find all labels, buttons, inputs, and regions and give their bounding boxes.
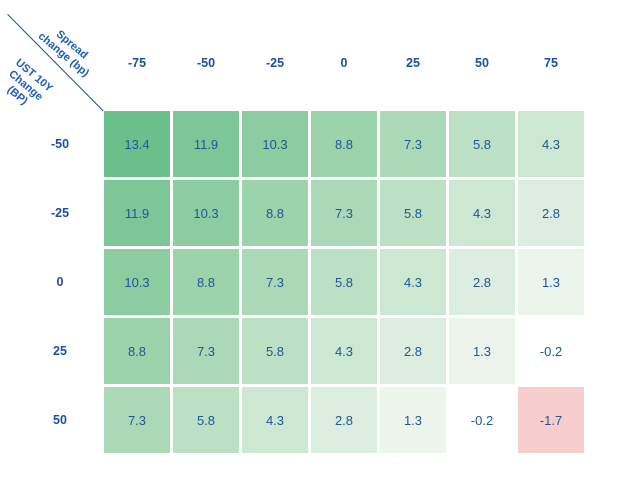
heatmap-cell: 2.8 bbox=[518, 180, 584, 246]
heatmap-cell: 4.3 bbox=[518, 111, 584, 177]
heatmap-cell: 7.3 bbox=[311, 180, 377, 246]
column-header: -75 bbox=[127, 56, 147, 70]
heatmap-cell: -0.2 bbox=[449, 387, 515, 453]
row-header: 25 bbox=[53, 344, 67, 358]
heatmap-cell: 8.8 bbox=[104, 318, 170, 384]
heatmap-cell: 7.3 bbox=[173, 318, 239, 384]
heatmap-cell: 7.3 bbox=[242, 249, 308, 315]
heatmap-cell: 10.3 bbox=[173, 180, 239, 246]
heatmap-cell: 2.8 bbox=[449, 249, 515, 315]
column-header: 50 bbox=[475, 56, 489, 70]
row-labels: -50 -25 0 25 50 bbox=[0, 111, 120, 453]
heatmap-cell: 4.3 bbox=[380, 249, 446, 315]
heatmap-cell: 5.8 bbox=[380, 180, 446, 246]
heatmap-cell: 8.8 bbox=[242, 180, 308, 246]
row-header: -50 bbox=[50, 137, 70, 151]
heatmap-cell: 5.8 bbox=[449, 111, 515, 177]
column-headers: -75 -50 -25 0 25 50 75 bbox=[104, 50, 584, 76]
row-header: 0 bbox=[56, 275, 64, 289]
column-header: 25 bbox=[406, 56, 420, 70]
heatmap-cell: 2.8 bbox=[380, 318, 446, 384]
row-header: -25 bbox=[50, 206, 70, 220]
heatmap-cell: 4.3 bbox=[242, 387, 308, 453]
heatmap-cell: -1.7 bbox=[518, 387, 584, 453]
heatmap-cell: 1.3 bbox=[518, 249, 584, 315]
heatmap-cell: 13.4 bbox=[104, 111, 170, 177]
column-header: -25 bbox=[265, 56, 285, 70]
row-header: 50 bbox=[53, 413, 67, 427]
heatmap-cell: 10.3 bbox=[242, 111, 308, 177]
heatmap-cell: -0.2 bbox=[518, 318, 584, 384]
heatmap-cell: 7.3 bbox=[104, 387, 170, 453]
heatmap-cell: 8.8 bbox=[173, 249, 239, 315]
heatmap-grid: 13.4 11.9 10.3 8.8 7.3 5.8 4.3 11.9 10.3 8.8 7.3 5.… bbox=[104, 111, 584, 453]
heatmap-cell: 10.3 bbox=[104, 249, 170, 315]
heatmap-cell: 4.3 bbox=[311, 318, 377, 384]
heatmap-cell: 5.8 bbox=[242, 318, 308, 384]
heatmap-cell: 2.8 bbox=[311, 387, 377, 453]
heatmap-cell: 1.3 bbox=[449, 318, 515, 384]
heatmap-cell: 5.8 bbox=[173, 387, 239, 453]
heatmap-cell: 1.3 bbox=[380, 387, 446, 453]
heatmap-cell: 5.8 bbox=[311, 249, 377, 315]
column-header: 0 bbox=[340, 56, 348, 70]
heatmap-cell: 4.3 bbox=[449, 180, 515, 246]
column-header: -50 bbox=[196, 56, 216, 70]
heatmap-cell: 11.9 bbox=[104, 180, 170, 246]
heatmap-cell: 11.9 bbox=[173, 111, 239, 177]
heatmap-cell: 7.3 bbox=[380, 111, 446, 177]
heatmap-cell: 8.8 bbox=[311, 111, 377, 177]
column-header: 75 bbox=[544, 56, 558, 70]
